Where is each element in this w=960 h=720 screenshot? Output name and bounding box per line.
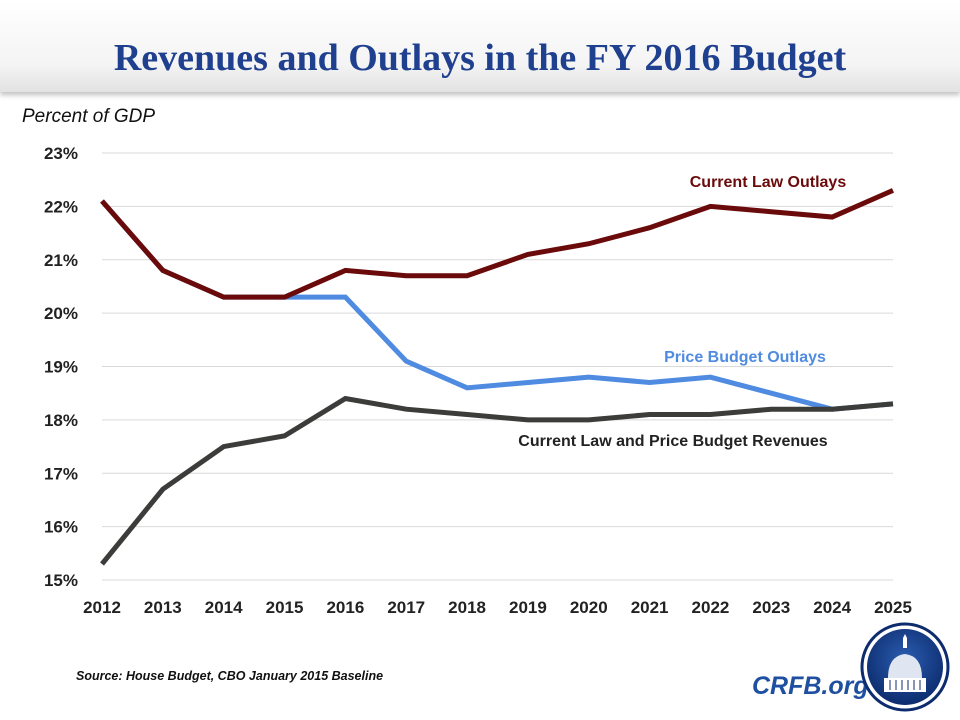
y-tick-label: 20% (44, 304, 78, 323)
series-label: Price Budget Outlays (664, 349, 826, 366)
y-tick-label: 16% (44, 518, 78, 537)
series-label: Current Law and Price Budget Revenues (518, 433, 828, 450)
x-tick-label: 2025 (874, 598, 912, 617)
x-tick-label: 2021 (631, 598, 669, 617)
chart-title: Revenues and Outlays in the FY 2016 Budg… (113, 37, 847, 79)
x-tick-label: 2015 (266, 598, 304, 617)
y-tick-label: 22% (44, 197, 78, 216)
y-axis-label: Percent of GDP (22, 106, 156, 127)
series-label: Current Law Outlays (690, 174, 847, 191)
x-tick-label: 2013 (144, 598, 182, 617)
y-tick-label: 15% (44, 571, 78, 590)
series-line-0 (100, 188, 895, 300)
y-tick-label: 23% (44, 144, 78, 163)
y-tick-label: 18% (44, 411, 78, 430)
x-tick-label: 2012 (83, 598, 121, 617)
x-tick-label: 2018 (448, 598, 486, 617)
y-tick-label: 21% (44, 251, 78, 270)
y-tick-label: 17% (44, 464, 78, 483)
x-tick-label: 2014 (205, 598, 243, 617)
source-note: Source: House Budget, CBO January 2015 B… (76, 669, 384, 683)
x-tick-label: 2024 (813, 598, 851, 617)
x-tick-label: 2016 (326, 598, 364, 617)
x-tick-label: 2023 (752, 598, 790, 617)
series-line-1 (100, 199, 894, 412)
x-tick-label: 2022 (692, 598, 730, 617)
y-tick-label: 19% (44, 358, 78, 377)
crfb-capitol-logo-icon (860, 622, 950, 712)
brand-link[interactable]: CRFB.org (752, 672, 869, 700)
title-banner (0, 0, 960, 92)
x-tick-label: 2020 (570, 598, 608, 617)
series-line-2 (100, 395, 894, 566)
x-tick-label: 2019 (509, 598, 547, 617)
x-tick-label: 2017 (387, 598, 425, 617)
